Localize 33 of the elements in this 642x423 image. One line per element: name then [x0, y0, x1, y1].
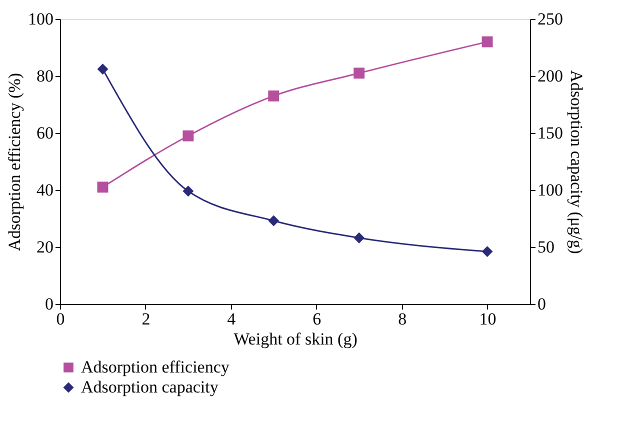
point	[268, 215, 280, 226]
y2-tick-label: 150	[538, 124, 563, 142]
y-tick-label: 80	[36, 66, 54, 86]
point	[482, 246, 493, 258]
x-tick-label: 0	[56, 310, 65, 328]
x-tick-label: 10	[479, 310, 496, 328]
point	[97, 64, 108, 75]
y-axis-title: Adsorption efficiency (%)	[5, 72, 24, 252]
y2-tick-label: 50	[538, 238, 554, 256]
legend-label: Adsorption capacity	[81, 378, 219, 396]
x-tick-label: 6	[312, 310, 322, 328]
point	[482, 36, 493, 48]
y2-axis-title: Adsorption capacity (μg/g)	[567, 70, 586, 254]
point	[268, 90, 280, 102]
y-tick-label: 60	[36, 124, 54, 142]
y-tick-label: 0	[45, 294, 54, 314]
point	[182, 186, 194, 197]
y-tick-label: 40	[36, 180, 54, 200]
point	[97, 182, 108, 193]
y2-tick-label: 250	[538, 10, 563, 28]
y2-tick-label: 100	[538, 180, 563, 200]
x-axis-title: Weight of skin (g)	[234, 330, 358, 348]
point	[354, 232, 365, 244]
x-tick-label: 2	[142, 310, 150, 328]
legend-label: Adsorption efficiency	[81, 358, 230, 376]
point	[182, 130, 194, 142]
y2-tick-label: 200	[538, 66, 563, 86]
y-tick-label: 20	[36, 238, 54, 256]
y2-tick-label: 0	[538, 294, 546, 314]
y-tick-label: 100	[28, 10, 54, 28]
point	[354, 68, 365, 79]
x-tick-label: 8	[398, 310, 407, 328]
x-tick-label: 4	[227, 310, 236, 328]
